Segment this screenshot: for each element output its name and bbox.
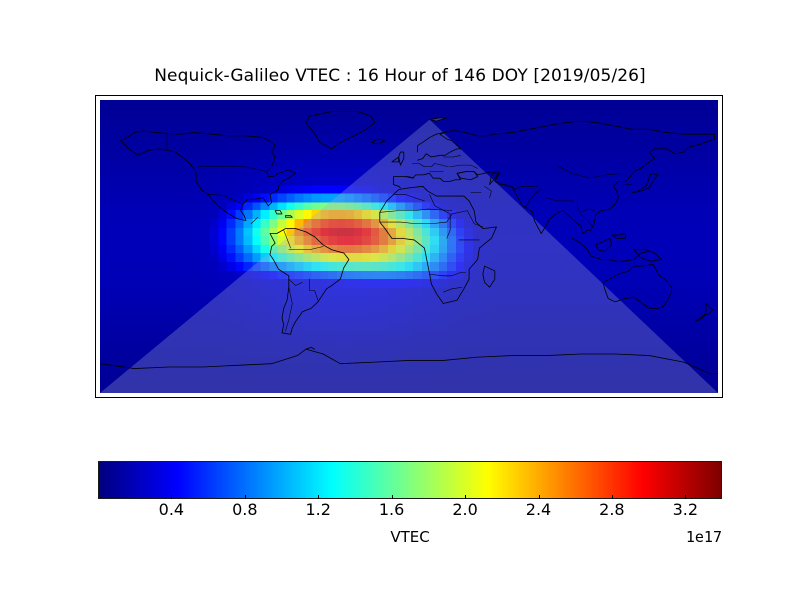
colorbar-tick-label: 2.4 <box>525 500 552 519</box>
vtec-heatmap-canvas <box>100 100 718 393</box>
colorbar <box>98 461 722 499</box>
colorbar-offset-text: 1e17 <box>685 528 722 546</box>
colorbar-tick-label: 1.6 <box>378 500 405 519</box>
colorbar-tick-label: 3.2 <box>672 500 699 519</box>
colorbar-axis-label: VTEC <box>390 528 430 546</box>
colorbar-tick-label: 0.4 <box>158 500 185 519</box>
colorbar-tick-labels: 0.4 0.8 1.2 1.6 2.0 2.4 2.8 3.2 <box>98 500 722 522</box>
colorbar-tick-label: 2.0 <box>452 500 478 519</box>
colorbar-tick-label: 2.8 <box>599 500 625 519</box>
map-axes <box>95 95 723 398</box>
colorbar-gradient <box>99 462 721 498</box>
colorbar-tick-label: 0.8 <box>232 500 258 519</box>
map-plot-area <box>100 100 718 393</box>
page-title: Nequick-Galileo VTEC : 16 Hour of 146 DO… <box>154 66 646 86</box>
colorbar-tick-label: 1.2 <box>305 500 331 519</box>
